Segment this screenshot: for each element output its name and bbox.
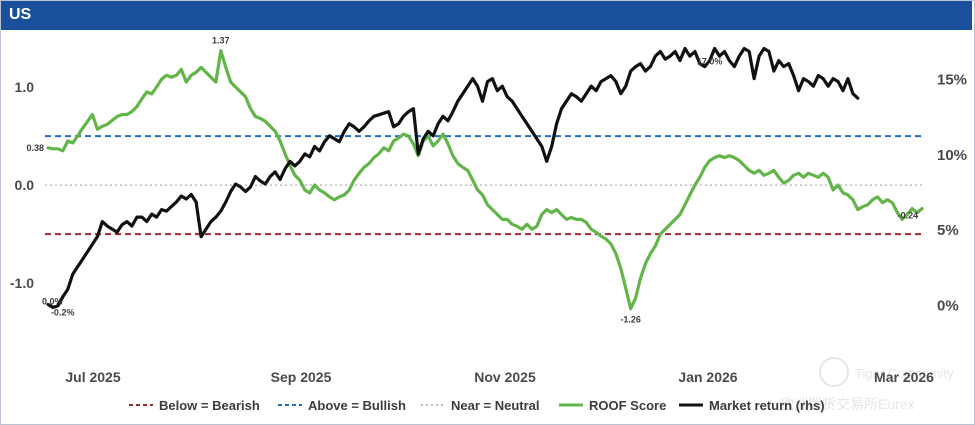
x-tick-label: Mar 2026 <box>874 369 934 385</box>
data-labels: 1.37 0.38 -1.26 -0.24 0.0%-0.2% 17.0% 13.7% <box>26 0 923 325</box>
left-tick-label: -1.0 <box>10 275 34 291</box>
legend-label-0: Below = Bearish <box>159 398 260 413</box>
legend: Below = Bearish Above = Bullish Near = Neu… <box>129 398 825 413</box>
data-label: -1.26 <box>620 315 641 325</box>
data-label: 0.38 <box>26 143 44 153</box>
x-tick-label: Nov 2025 <box>474 369 536 385</box>
right-tick-label: 10% <box>937 147 967 164</box>
right-tick-label: 5% <box>937 222 959 239</box>
left-tick-label: 0.0 <box>15 177 35 193</box>
right-tick-label: 0% <box>937 297 959 314</box>
data-label: 1.37 <box>212 36 230 46</box>
x-tick-label: Jul 2025 <box>65 369 120 385</box>
title-bar: US <box>1 1 972 30</box>
watermark-line1: Tiger Community <box>855 366 954 381</box>
threshold-lines <box>45 135 922 236</box>
right-tick-label: 15% <box>937 72 967 89</box>
chart-title: US <box>9 6 32 23</box>
series-layer <box>46 46 924 311</box>
data-label: -0.2% <box>51 307 75 317</box>
data-label: 13.7% <box>898 0 924 2</box>
data-label: -0.24 <box>898 211 919 221</box>
legend-label-4: Market return (rhs) <box>709 398 825 413</box>
series-line-0 <box>46 49 924 311</box>
watermark-logo-icon <box>819 357 849 387</box>
series-line-1 <box>46 46 860 309</box>
x-tick-label: Jan 2026 <box>678 369 737 385</box>
data-label: 17.0% <box>697 57 723 67</box>
watermark-line2: 欧洲期货交易所Eurex <box>780 396 915 412</box>
legend-label-2: Near = Neutral <box>451 398 540 413</box>
data-label: 0.0% <box>42 296 63 306</box>
axes: 1.0 0.0 -1.0 15% 10% 5% 0% Jul 2025 Sep 2025 Nov … <box>10 72 967 385</box>
left-tick-label: 1.0 <box>15 79 35 95</box>
legend-label-1: Above = Bullish <box>308 398 406 413</box>
legend-label-3: ROOF Score <box>589 398 666 413</box>
x-tick-label: Sep 2025 <box>271 369 332 385</box>
watermark: Tiger Community 欧洲期货交易所Eurex <box>780 357 954 412</box>
